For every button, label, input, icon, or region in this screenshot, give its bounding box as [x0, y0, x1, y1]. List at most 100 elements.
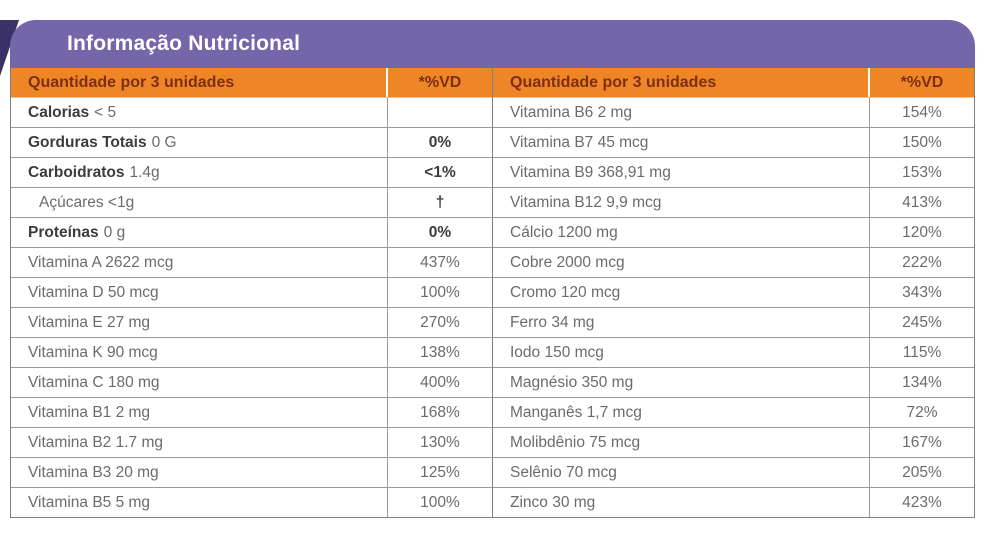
vd-value: 150%	[869, 128, 974, 157]
nutrient-label: Vitamina B5 5 mg	[28, 493, 151, 511]
table-row: Cobre 2000 mcg 222%	[493, 247, 974, 277]
quantity-column-header: Quantidade por 3 unidades	[28, 73, 235, 91]
vd-value: 245%	[869, 308, 974, 337]
nutrient-label: Manganês 1,7 mcg	[510, 403, 642, 421]
table-row: Manganês 1,7 mcg 72%	[493, 397, 974, 427]
left-table-header-row: Quantidade por 3 unidades *%VD	[11, 68, 492, 97]
vd-value: <1%	[387, 158, 492, 187]
vd-value: 400%	[387, 368, 492, 397]
table-row: Açúcares <1g †	[11, 187, 492, 217]
table-row: Vitamina D 50 mcg 100%	[11, 277, 492, 307]
vd-value: 423%	[869, 488, 974, 517]
table-row: Vitamina B3 20 mg 125%	[11, 457, 492, 487]
nutrient-label: Selênio 70 mcg	[510, 463, 617, 481]
table-row: Magnésio 350 mg 134%	[493, 367, 974, 397]
table-row: Vitamina E 27 mg 270%	[11, 307, 492, 337]
table-row: Molibdênio 75 mcg 167%	[493, 427, 974, 457]
nutrient-amount: 0 g	[103, 223, 126, 241]
nutrient-amount: < 5	[94, 103, 117, 121]
vd-value: 0%	[387, 128, 492, 157]
vd-value: 222%	[869, 248, 974, 277]
vd-value: 437%	[387, 248, 492, 277]
table-row: Iodo 150 mcg 115%	[493, 337, 974, 367]
table-row: Vitamina A 2622 mcg 437%	[11, 247, 492, 277]
nutrient-label: Magnésio 350 mg	[510, 373, 634, 391]
nutrient-label: Ferro 34 mg	[510, 313, 595, 331]
table-row: Cromo 120 mcg 343%	[493, 277, 974, 307]
nutrient-label: Molibdênio 75 mcg	[510, 433, 641, 451]
right-nutrition-table: Quantidade por 3 unidades *%VD Vitamina …	[492, 68, 974, 517]
table-row: Cálcio 1200 mg 120%	[493, 217, 974, 247]
nutrition-facts-card: Informação Nutricional Quantidade por 3 …	[10, 20, 975, 518]
table-row: Zinco 30 mg 423%	[493, 487, 974, 517]
right-table-header-row: Quantidade por 3 unidades *%VD	[493, 68, 974, 97]
table-row: Selênio 70 mcg 205%	[493, 457, 974, 487]
table-row: Vitamina B6 2 mg 154%	[493, 97, 974, 127]
vd-value: 72%	[869, 398, 974, 427]
vd-value: 153%	[869, 158, 974, 187]
nutrient-label: Vitamina D 50 mcg	[28, 283, 159, 301]
right-table-body: Vitamina B6 2 mg 154% Vitamina B7 45 mcg 15…	[493, 97, 974, 517]
vd-value	[387, 98, 492, 127]
nutrient-label: Vitamina B7 45 mcg	[510, 133, 649, 151]
table-row: Vitamina B9 368,91 mg 153%	[493, 157, 974, 187]
table-row: Vitamina B1 2 mg 168%	[11, 397, 492, 427]
nutrition-tables: Quantidade por 3 unidades *%VD Calorias <…	[10, 68, 975, 518]
left-nutrition-table: Quantidade por 3 unidades *%VD Calorias <…	[11, 68, 492, 517]
vd-column-header: *%VD	[868, 68, 974, 97]
vd-value: 168%	[387, 398, 492, 427]
table-row: Vitamina K 90 mcg 138%	[11, 337, 492, 367]
nutrient-label: Gorduras Totais 0 G	[11, 128, 387, 157]
table-row: Calorias < 5	[11, 97, 492, 127]
nutrient-label: Vitamina B3 20 mg	[28, 463, 159, 481]
vd-value: 205%	[869, 458, 974, 487]
nutrient-label: Iodo 150 mcg	[510, 343, 604, 361]
table-row: Vitamina B5 5 mg 100%	[11, 487, 492, 517]
nutrient-amount: 0 G	[151, 133, 177, 151]
nutrient-amount: 1.4g	[129, 163, 160, 181]
nutrient-label: Vitamina C 180 mg	[28, 373, 160, 391]
vd-value: 154%	[869, 98, 974, 127]
table-row: Vitamina B7 45 mcg 150%	[493, 127, 974, 157]
nutrient-label: Cromo 120 mcg	[510, 283, 621, 301]
nutrient-label: Vitamina B2 1.7 mg	[28, 433, 163, 451]
vd-value: 413%	[869, 188, 974, 217]
nutrient-name: Proteínas	[28, 223, 99, 241]
vd-value: 125%	[387, 458, 492, 487]
vd-column-header: *%VD	[386, 68, 492, 97]
nutrient-label: Vitamina A 2622 mcg	[28, 253, 174, 271]
vd-value: 138%	[387, 338, 492, 367]
table-row: Vitamina B2 1.7 mg 130%	[11, 427, 492, 457]
nutrient-name: Calorias	[28, 103, 90, 121]
vd-value: †	[387, 188, 492, 217]
table-row: Vitamina C 180 mg 400%	[11, 367, 492, 397]
table-row: Gorduras Totais 0 G 0%	[11, 127, 492, 157]
left-table-body: Calorias < 5 Gorduras Totais 0 G 0% Carboidra…	[11, 97, 492, 517]
nutrient-label: Proteínas 0 g	[11, 218, 387, 247]
vd-value: 0%	[387, 218, 492, 247]
vd-value: 115%	[869, 338, 974, 367]
nutrient-name: Carboidratos	[28, 163, 125, 181]
table-row: Proteínas 0 g 0%	[11, 217, 492, 247]
nutrient-label: Vitamina B1 2 mg	[28, 403, 151, 421]
vd-value: 100%	[387, 278, 492, 307]
nutrient-label: Açúcares <1g	[39, 193, 135, 211]
nutrient-label: Carboidratos 1.4g	[11, 158, 387, 187]
vd-value: 100%	[387, 488, 492, 517]
nutrient-label: Cobre 2000 mcg	[510, 253, 625, 271]
nutrient-label: Zinco 30 mg	[510, 493, 596, 511]
panel-title: Informação Nutricional	[67, 32, 301, 55]
table-row: Vitamina B12 9,9 mcg 413%	[493, 187, 974, 217]
vd-value: 120%	[869, 218, 974, 247]
vd-value: 270%	[387, 308, 492, 337]
table-row: Ferro 34 mg 245%	[493, 307, 974, 337]
nutrient-label: Vitamina B12 9,9 mcg	[510, 193, 662, 211]
nutrient-label: Calorias < 5	[11, 98, 387, 127]
nutrient-label: Cálcio 1200 mg	[510, 223, 618, 241]
nutrient-label: Vitamina B9 368,91 mg	[510, 163, 671, 181]
panel-header: Informação Nutricional	[10, 20, 975, 68]
nutrient-name: Gorduras Totais	[28, 133, 147, 151]
table-row: Carboidratos 1.4g <1%	[11, 157, 492, 187]
quantity-column-header: Quantidade por 3 unidades	[510, 73, 717, 91]
